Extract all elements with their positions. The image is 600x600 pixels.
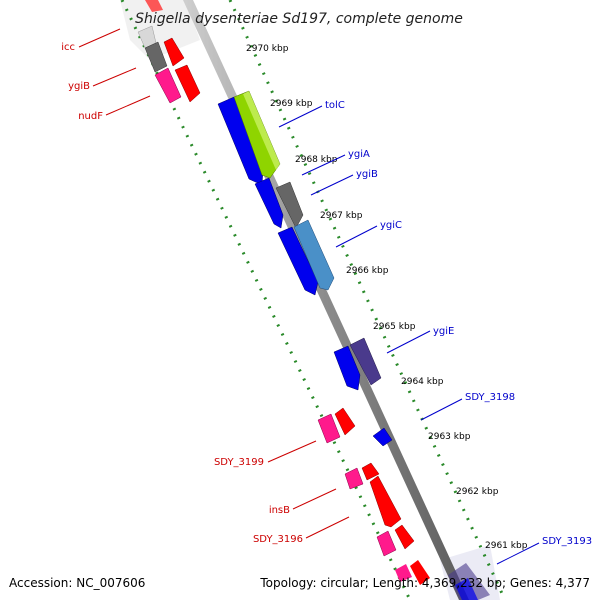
fade-top (120, 0, 200, 60)
leader-line-SDY_3193 (496, 542, 540, 565)
gene-label-SDY_3199[interactable]: SDY_3199 (214, 457, 264, 468)
gene-SDY_3199-red[interactable] (334, 407, 356, 436)
gene-ygiB-forward[interactable] (144, 41, 168, 73)
gene-ygiC[interactable] (293, 219, 335, 291)
gene-label-SDY_3196[interactable]: SDY_3196 (253, 534, 303, 545)
gene-insB-pink[interactable] (344, 467, 364, 490)
accession-text: Accession: NC_007606 (9, 576, 145, 590)
gene-SDY_3199-pink[interactable] (317, 413, 341, 444)
map-title: Shigella dysenteriae Sd197, complete gen… (135, 11, 463, 27)
gene-SDY_3198[interactable] (372, 427, 393, 447)
leader-line-nudF (105, 95, 151, 116)
genome-summary-text: Topology: circular; Length: 4,369,232 bp… (259, 576, 590, 590)
leader-line-SDY_3196 (305, 516, 350, 539)
gene-bottom-red (410, 560, 430, 585)
tick-labels: 2970 kbp 2969 kbp 2968 kbp 2967 kbp 2966… (246, 44, 528, 551)
tick-label: 2961 kbp (485, 541, 528, 551)
tick-label: 2968 kbp (295, 155, 338, 165)
gene-ygiB-reverse[interactable] (254, 177, 284, 229)
gene-ygiE[interactable] (349, 337, 382, 386)
tick-label: 2969 kbp (270, 99, 313, 109)
leader-line-ygiA (301, 154, 346, 176)
leader-line-ygiB-right (310, 174, 354, 196)
gene-label-SDY_3198[interactable]: SDY_3198 (465, 392, 515, 403)
gene-SDY_3196-red2[interactable] (394, 524, 415, 550)
gene-label-SDY_3193[interactable]: SDY_3193 (542, 536, 592, 547)
gene-SDY_3196-pink[interactable] (376, 530, 397, 557)
gene-labels: icc ygiB nudF tolC ygiA ygiB ygiC ygiE S… (61, 42, 592, 547)
tick-label: 2970 kbp (246, 44, 289, 54)
leader-line-insB (292, 488, 337, 510)
gene-label-ygiA[interactable]: ygiA (348, 149, 370, 160)
gene-ygiA[interactable] (233, 90, 281, 179)
gene-label-ygiE[interactable]: ygiE (433, 326, 454, 337)
leader-line-ygiC (335, 225, 378, 248)
gene-icc-red[interactable] (163, 37, 185, 67)
gene-icc-top (145, 0, 163, 12)
forward-strand-genes (137, 0, 430, 585)
gene-label-tolC[interactable]: tolC (325, 100, 345, 111)
gene-label-icc[interactable]: icc (61, 42, 75, 53)
gene-bottom-pink (395, 564, 412, 582)
tick-label: 2963 kbp (428, 432, 471, 442)
gene-ygiA-inner (243, 91, 280, 170)
gene-label-ygiC[interactable]: ygiC (380, 220, 402, 231)
gene-nudF-red[interactable] (174, 64, 201, 103)
tick-label: 2966 kbp (346, 266, 389, 276)
tick-label: 2964 kbp (401, 377, 444, 387)
leader-line-SDY_3198 (420, 398, 463, 421)
gene-label-ygiB-left[interactable]: ygiB (68, 81, 90, 92)
gene-SDY_3196-red[interactable] (369, 475, 402, 528)
gene-insB-red[interactable] (361, 462, 380, 481)
tick-label: 2965 kbp (373, 322, 416, 332)
leader-line-ygiB-left (92, 67, 137, 87)
gene-tolC[interactable] (217, 96, 264, 186)
gene-ygiB-gray[interactable] (275, 181, 304, 229)
dotted-track-right (228, 0, 507, 600)
gene-label-nudF[interactable]: nudF (78, 111, 103, 122)
gene-SDY_3193-blue (455, 578, 478, 600)
leader-line-tolC (278, 105, 323, 128)
gene-ygiC-blue[interactable] (277, 226, 319, 296)
reverse-strand-genes (217, 90, 490, 600)
tick-label: 2962 kbp (456, 487, 499, 497)
leader-line-icc (78, 28, 121, 48)
gene-ygiE-blue[interactable] (333, 345, 361, 391)
leader-lines (78, 28, 540, 565)
genome-backbone (183, 0, 469, 600)
gene-nudF[interactable] (154, 67, 182, 104)
gene-label-insB[interactable]: insB (269, 505, 290, 516)
leader-line-ygiE (386, 330, 431, 354)
leader-line-SDY_3199 (267, 440, 317, 463)
tick-label: 2967 kbp (320, 211, 363, 221)
gene-label-ygiB-right[interactable]: ygiB (356, 169, 378, 180)
